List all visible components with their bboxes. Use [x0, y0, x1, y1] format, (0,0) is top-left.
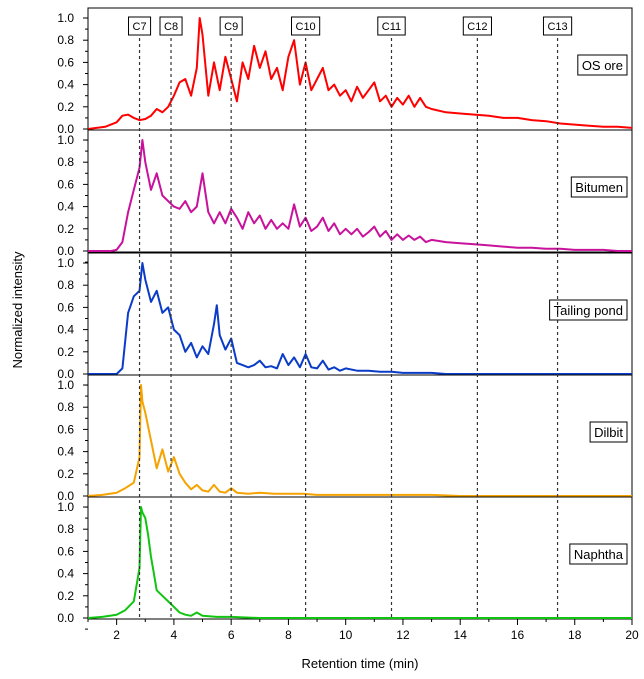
y-tick-label: 0.4: [57, 200, 74, 214]
series-label-box: [577, 54, 628, 76]
y-tick-label: 0.6: [57, 300, 74, 314]
panel-dilbit: 0.0 0.2 0.4 0.6 0.8 1.0 Dilbit: [57, 374, 633, 508]
y-tick-label: 0.2: [57, 222, 74, 236]
marker-label-box: [128, 16, 152, 36]
y-tick-label: 1.0: [57, 500, 74, 514]
series-label: Dilbit: [594, 425, 623, 440]
marker-label: C10: [296, 21, 316, 33]
y-tick-label: 0.4: [57, 445, 74, 459]
y-axis-label: Normalized intensity: [10, 251, 25, 369]
marker-label: C11: [382, 21, 401, 33]
x-tick-label: 6: [228, 628, 235, 642]
series-label-box: [570, 176, 628, 198]
series-line: [88, 262, 632, 375]
y-tick-label: 0.2: [57, 467, 74, 481]
series-label: Tailing pond: [554, 303, 623, 318]
y-tick-label: 0.4: [57, 78, 74, 92]
y-tick-label: 0.0: [57, 611, 74, 625]
series-label: Bitumen: [575, 180, 623, 195]
y-tick-label: 0.4: [57, 567, 74, 581]
marker-label: C12: [467, 21, 487, 33]
y-tick-label: 0.8: [57, 155, 74, 169]
marker-label: C9: [224, 21, 238, 33]
panel-frame: [87, 496, 633, 620]
x-tick-label: 20: [625, 628, 639, 642]
series-label-box: [569, 543, 628, 565]
series-label-box: [589, 421, 628, 443]
y-tick-label: 0.8: [57, 278, 74, 292]
series-label-box: [549, 299, 628, 321]
carbon-markers-group: C7 C8 C9 C10 C11 C12 C13: [128, 16, 573, 619]
y-tick-label: 0.0: [57, 367, 74, 381]
y-tick-label: 1.0: [57, 133, 74, 147]
y-tick-label: 1.0: [57, 11, 74, 25]
y-tick-label: 0.6: [57, 55, 74, 69]
panel-frame: [87, 129, 633, 253]
y-tick-label: 1.0: [57, 256, 74, 270]
y-tick-label: 1.0: [57, 378, 74, 392]
x-tick-label: 16: [511, 628, 525, 642]
x-axis: 2 4 6 8 10 12 14 16 18 20: [87, 619, 639, 642]
x-tick-label: 18: [568, 628, 582, 642]
y-tick-label: 0.0: [57, 122, 74, 136]
y-tick-label: 0.8: [57, 522, 74, 536]
panels-group: 0.0 0.2 0.4 0.6 0.8 1.0 OS ore 0.0 0.2 0.4 0.6 0.8 1…: [57, 7, 633, 630]
marker-label-box: [377, 16, 406, 36]
series-label: OS ore: [582, 58, 623, 73]
panel-bitumen: 0.0 0.2 0.4 0.6 0.8 1.0 Bitumen: [57, 129, 633, 263]
x-tick-label: 8: [285, 628, 292, 642]
x-tick-label: 2: [113, 628, 120, 642]
y-tick-label: 0.8: [57, 400, 74, 414]
marker-label-box: [219, 16, 243, 36]
y-tick-label: 0.6: [57, 177, 74, 191]
y-tick-label: 0.8: [57, 33, 74, 47]
series-line: [88, 139, 632, 252]
marker-label-box: [159, 16, 183, 36]
series-line: [87, 506, 632, 619]
series-label: Naphtha: [574, 547, 624, 562]
marker-label-box: [291, 16, 321, 36]
panel-naphtha: 0.0 0.2 0.4 0.6 0.8 1.0 Naphtha: [57, 496, 633, 630]
y-tick-label: 0.2: [57, 100, 74, 114]
y-tick-label: 0.6: [57, 544, 74, 558]
marker-label-box: [542, 16, 573, 36]
x-tick-label: 14: [454, 628, 468, 642]
y-tick-label: 0.2: [57, 345, 74, 359]
y-tick-label: 0.0: [57, 244, 74, 258]
y-tick-label: 0.6: [57, 422, 74, 436]
panel-frame: [87, 374, 633, 498]
y-tick-label: 0.0: [57, 489, 74, 503]
y-tick-label: 0.2: [57, 589, 74, 603]
marker-label: C7: [133, 21, 147, 33]
marker-label-box: [462, 16, 492, 36]
x-axis-label: Retention time (min): [301, 656, 418, 671]
panel-tailing-pond: 0.0 0.2 0.4 0.6 0.8 1.0 Tailing pond: [57, 252, 633, 386]
marker-label: C13: [547, 21, 567, 33]
y-tick-label: 0.4: [57, 323, 74, 337]
x-tick-label: 4: [171, 628, 178, 642]
series-line: [87, 384, 632, 497]
x-tick-label: 10: [339, 628, 353, 642]
x-tick-label: 12: [396, 628, 410, 642]
marker-label: C8: [164, 21, 178, 33]
